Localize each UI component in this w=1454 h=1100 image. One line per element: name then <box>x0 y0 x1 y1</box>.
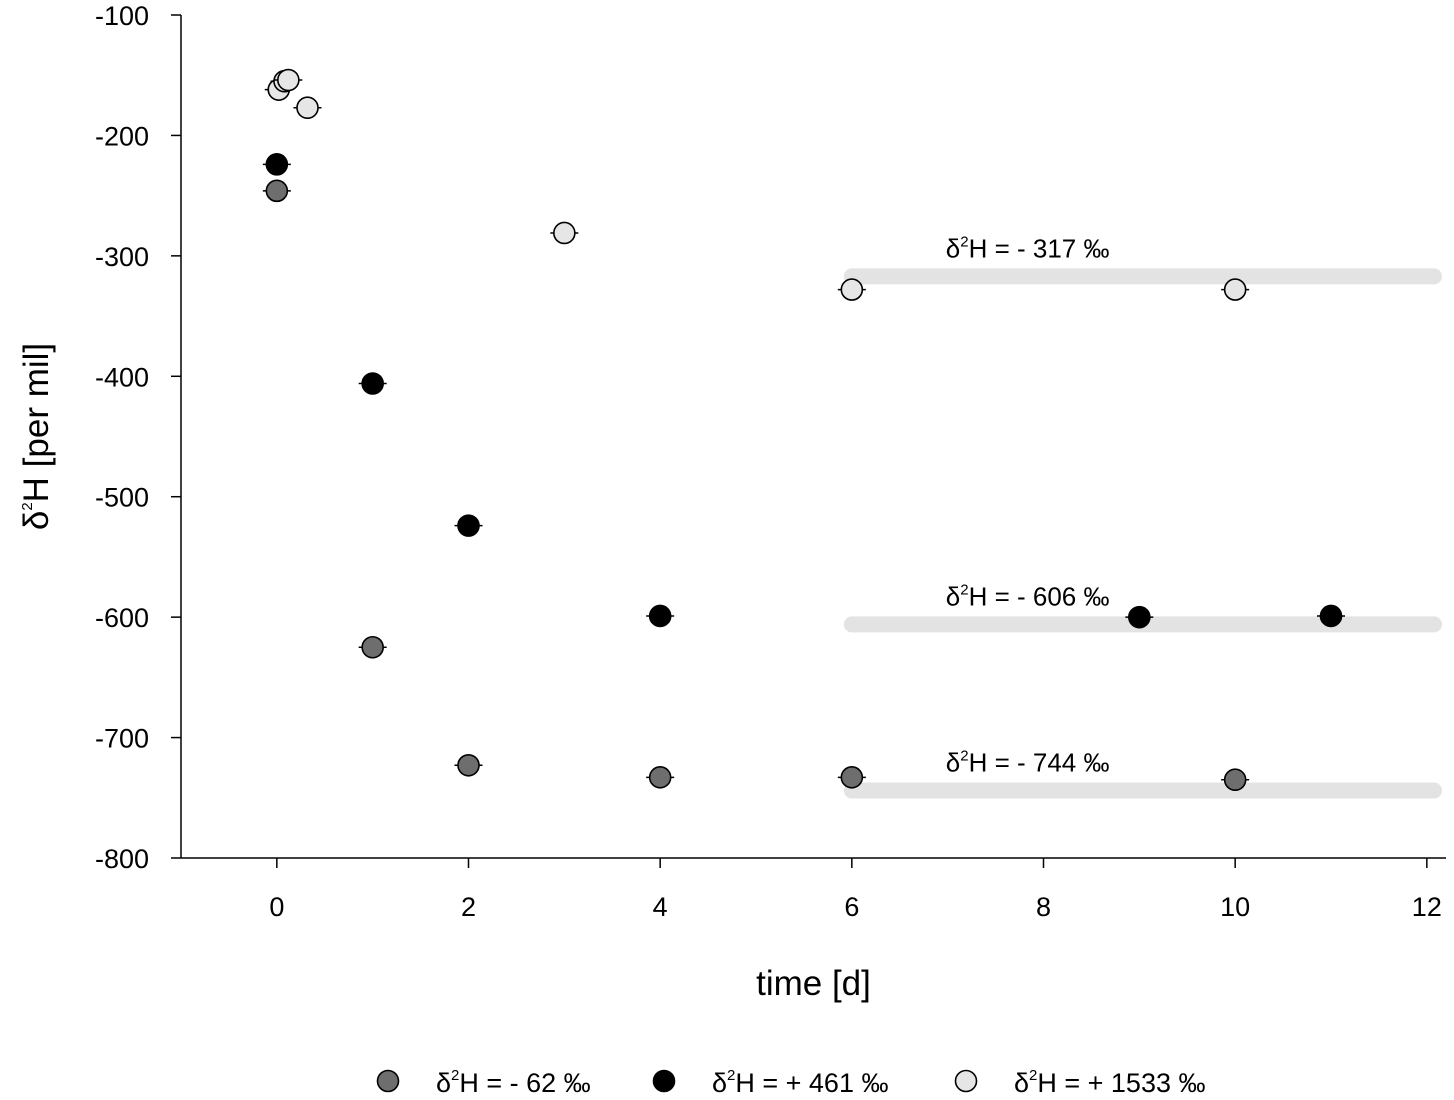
reference-line-label: δ2H = - 744 ‰ <box>946 748 1110 778</box>
x-tick-label: 10 <box>1220 892 1250 922</box>
data-point <box>1223 278 1247 301</box>
data-point <box>1319 604 1343 628</box>
legend: δ2H = - 62 ‰ δ2H = + 461 ‰ δ2H = + 1533 ‰ <box>376 1067 1205 1098</box>
data-point <box>457 753 480 777</box>
legend-marker <box>954 1069 978 1093</box>
y-axis-title-group: δ2H [per mil] <box>17 343 56 530</box>
x-tick-label: 8 <box>1036 892 1051 922</box>
data-point <box>840 278 864 301</box>
legend-label: δ2H = + 1533 ‰ <box>1014 1067 1205 1098</box>
y-tick-label: -200 <box>95 121 149 151</box>
data-point <box>361 372 384 395</box>
x-axis-title: time [d] <box>756 964 871 1003</box>
legend-marker <box>652 1069 676 1093</box>
y-tick-label: -400 <box>95 362 149 392</box>
x-tick-label: 6 <box>844 892 859 922</box>
data-point <box>265 179 289 203</box>
data-point <box>553 221 576 245</box>
data-point <box>265 153 289 176</box>
x-tick-label: 2 <box>461 892 476 922</box>
y-tick-label: -100 <box>95 1 149 31</box>
data-point <box>1128 605 1151 629</box>
y-tick-label: -300 <box>95 242 149 272</box>
legend-label: δ2H = + 461 ‰ <box>712 1067 888 1098</box>
x-tick-label: 4 <box>653 892 668 922</box>
x-tick-label: 0 <box>269 892 284 922</box>
reference-line-label: δ2H = - 317 ‰ <box>946 233 1110 263</box>
data-point <box>1223 768 1247 792</box>
y-tick-label: -600 <box>95 603 149 633</box>
data-point <box>457 514 480 537</box>
y-tick-label: -700 <box>95 724 149 754</box>
data-point <box>840 766 864 789</box>
data-points <box>262 68 1345 792</box>
data-point <box>277 68 300 92</box>
data-point <box>296 96 319 120</box>
y-tick-label: -800 <box>95 844 149 874</box>
legend-label: δ2H = - 62 ‰ <box>436 1067 591 1098</box>
x-tick-label: 12 <box>1412 892 1442 922</box>
y-tick-label: -500 <box>95 483 149 513</box>
reference-line-label: δ2H = - 606 ‰ <box>946 581 1110 611</box>
data-point <box>361 635 384 659</box>
legend-marker <box>376 1069 400 1093</box>
reference-lines: δ2H = - 317 ‰ δ2H = - 606 ‰ δ2H = - 744 ‰ <box>843 233 1442 799</box>
data-point <box>648 604 672 628</box>
axes: -100 -200 -300 -400 -500 -600 -700 -800 0 2 4 6 8 10 1… <box>17 1 1446 1003</box>
y-axis-title: δ2H [per mil] <box>17 343 56 530</box>
data-point <box>648 766 672 789</box>
